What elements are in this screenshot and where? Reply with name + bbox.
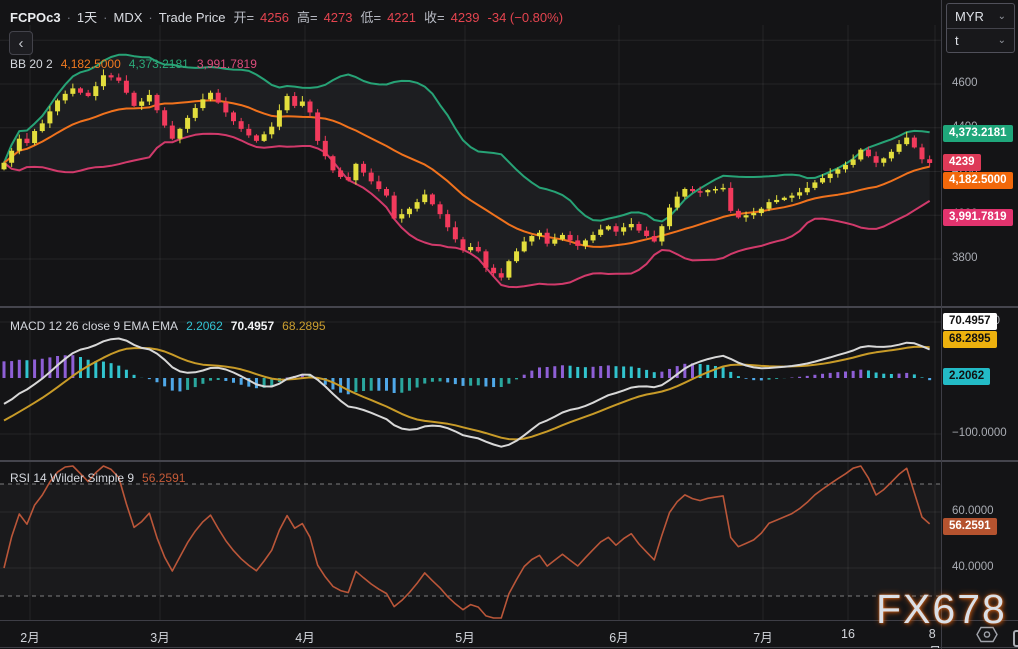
pane-separator-main-macd[interactable]: [0, 306, 1018, 308]
open-value: 4256: [260, 10, 289, 25]
chart-canvas[interactable]: [0, 0, 941, 649]
price-label-pill: 56.2591: [943, 517, 997, 535]
time-axis-label: 6月: [609, 631, 629, 645]
macd-signal-value: 68.2895: [282, 319, 326, 333]
rsi-legend[interactable]: RSI 14 Wilder Simple 9 56.2591: [10, 471, 185, 485]
open-label: 开=: [233, 10, 255, 25]
scale-settings-icon[interactable]: [976, 625, 998, 649]
rsi-value: 56.2591: [142, 471, 186, 485]
chevron-left-icon: ‹: [18, 34, 24, 52]
price-label-pill: 68.2895: [943, 331, 997, 349]
symbol-header: FCPOc3 · 1天 · MDX · Trade Price 开= 4256 高…: [10, 7, 563, 26]
bb-title: BB 20 2: [10, 57, 53, 71]
bottom-border: [0, 647, 1018, 648]
time-axis-label: 3月: [150, 631, 170, 645]
separator-dot: ·: [148, 10, 153, 25]
price-label-pill: 70.4957: [943, 313, 997, 331]
price-label-pill: 3,991.7819: [943, 208, 1013, 226]
currency-value: MYR: [955, 8, 984, 24]
scale-tick: 3800: [952, 252, 978, 264]
price-scale[interactable]: 46004400420040003800100.0000−100.000060.…: [941, 0, 1018, 649]
time-axis-label: 4月: [295, 631, 315, 645]
currency-unit-selector: MYR ⌄ t ⌄: [946, 3, 1015, 53]
change-value: -34 (−0.80%): [487, 10, 564, 25]
time-axis-border: [0, 620, 1018, 621]
high-label: 高=: [296, 10, 318, 25]
price-label-pill: 2.2062: [943, 368, 991, 386]
time-axis-label: 8月: [928, 627, 941, 648]
macd-line-value: 70.4957: [230, 319, 275, 333]
close-label: 收=: [424, 10, 445, 25]
scale-tick: 4600: [952, 77, 978, 89]
low-value: 4221: [387, 10, 416, 25]
macd-legend[interactable]: MACD 12 26 close 9 EMA EMA 2.2062 70.495…: [10, 319, 326, 333]
chevron-down-icon: ⌄: [997, 10, 1006, 22]
symbol-name[interactable]: FCPOc3: [10, 10, 61, 25]
time-axis-label: 16: [841, 627, 855, 641]
series-type-label: Trade Price: [158, 10, 226, 25]
currency-dropdown[interactable]: MYR ⌄: [947, 4, 1014, 28]
bb-lower-value: 3,991.7819: [196, 57, 257, 71]
macd-title: MACD 12 26 close 9 EMA EMA: [10, 319, 179, 333]
unit-dropdown[interactable]: t ⌄: [947, 28, 1014, 52]
price-label-pill: 4,182.5000: [943, 171, 1013, 189]
scale-tick: 60.0000: [952, 505, 994, 517]
time-axis[interactable]: 2月 3月 4月 5月 6月 7月 16 8月: [0, 621, 941, 648]
price-label-pill: 4239: [943, 154, 981, 172]
time-axis-label: 7月: [753, 631, 773, 645]
interval-label[interactable]: 1天: [76, 10, 98, 25]
high-value: 4273: [323, 10, 353, 25]
scale-tick: −100.0000: [952, 427, 1007, 439]
scale-tick: 40.0000: [952, 561, 994, 573]
partial-edge-button[interactable]: [1013, 630, 1018, 647]
bb-legend[interactable]: BB 20 2 4,182.5000 4,373.2181 3,991.7819: [10, 57, 257, 71]
bb-upper-value: 4,373.2181: [128, 57, 189, 71]
close-value: 4239: [450, 10, 480, 25]
low-label: 低=: [360, 10, 382, 25]
exchange-label: MDX: [113, 10, 143, 25]
back-button[interactable]: ‹: [9, 31, 33, 55]
time-axis-label: 5月: [455, 631, 475, 645]
chevron-down-icon: ⌄: [997, 35, 1006, 46]
axis-corner: [941, 621, 1018, 648]
unit-value: t: [955, 33, 959, 48]
separator-dot: ·: [66, 10, 71, 25]
time-axis-label: 2月: [20, 631, 40, 645]
macd-hist-value: 2.2062: [186, 319, 223, 333]
watermark: FX678: [876, 586, 1007, 632]
separator-dot: ·: [103, 10, 108, 25]
rsi-title: RSI 14 Wilder Simple 9: [10, 471, 135, 485]
price-label-pill: 4,373.2181: [943, 125, 1013, 143]
pane-separator-macd-rsi[interactable]: [0, 460, 1018, 462]
bb-basis-value: 4,182.5000: [60, 57, 121, 71]
